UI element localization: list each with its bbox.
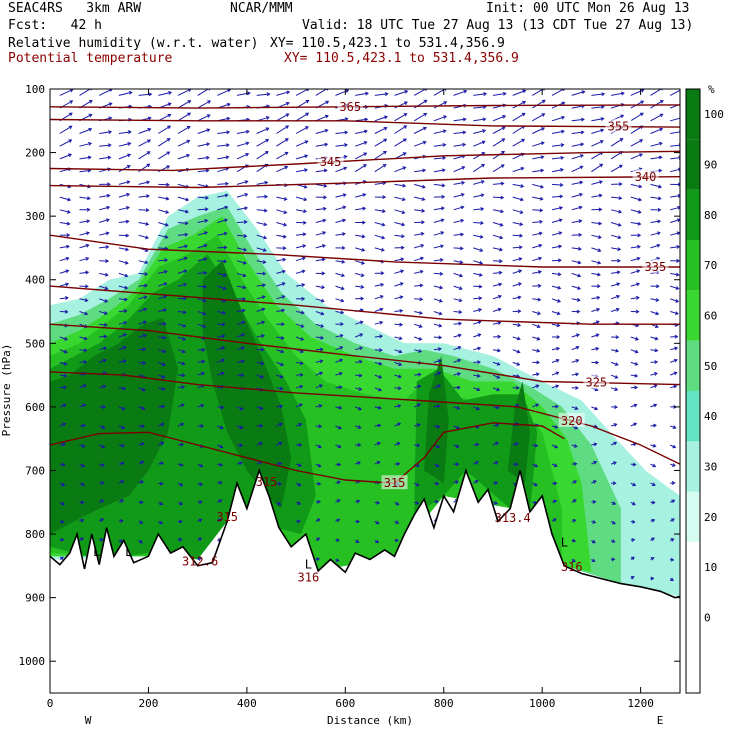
y-tick-label: 100 — [25, 83, 45, 96]
theta-sub-label: 313.4 — [495, 511, 531, 525]
theta-label-325: 325 — [585, 376, 607, 390]
colorbar-swatch — [686, 643, 700, 693]
low-marker: L — [561, 535, 568, 549]
y-tick-label: 500 — [25, 337, 45, 350]
x-tick-label: 400 — [237, 697, 257, 710]
x-tick-label: 200 — [139, 697, 159, 710]
x-tick-label: 1200 — [627, 697, 654, 710]
colorbar-swatch — [686, 89, 700, 139]
colorbar-label: 50 — [704, 360, 717, 373]
colorbar-swatch — [686, 542, 700, 592]
y-tick-label: 900 — [25, 592, 45, 605]
y-tick-label: 800 — [25, 528, 45, 541]
colorbar-swatch — [686, 592, 700, 642]
x-tick-label: 800 — [434, 697, 454, 710]
colorbar-label: 100 — [704, 108, 724, 121]
colorbar-swatch — [686, 391, 700, 441]
colorbar-label: 40 — [704, 410, 717, 423]
x-end-label-west: W — [85, 714, 92, 727]
colorbar-label: 0 — [704, 612, 711, 625]
theta-label-340: 340 — [635, 170, 657, 184]
theta-label-320: 320 — [561, 414, 583, 428]
colorbar-label: 30 — [704, 461, 717, 474]
theta-label-365: 365 — [339, 100, 361, 114]
low-marker: L — [125, 545, 132, 559]
x-tick-label: 1000 — [529, 697, 556, 710]
colorbar-swatch — [686, 139, 700, 189]
theta-sub-label: 316 — [298, 570, 320, 584]
y-axis-title: Pressure (hPa) — [0, 344, 13, 437]
low-marker: L — [93, 545, 100, 559]
colorbar: 0 10 20 30 40 50 60 70 80 90 100 — [686, 89, 724, 693]
colorbar-label: 90 — [704, 159, 717, 172]
x-tick-label: 600 — [335, 697, 355, 710]
theta-sub-label: 315 — [216, 510, 238, 524]
x-axis-title: Distance (km) — [327, 714, 413, 727]
theta-sub-label: 315 — [256, 475, 278, 489]
colorbar-swatch — [686, 190, 700, 240]
y-tick-label: 700 — [25, 464, 45, 477]
theta-sub-label: 312.6 — [182, 554, 218, 568]
theta-label-345: 345 — [320, 155, 342, 169]
y-tick-label: 600 — [25, 401, 45, 414]
y-tick-label: 400 — [25, 274, 45, 287]
y-tick-label: 300 — [25, 210, 45, 223]
theta-sub-label: 316 — [561, 560, 583, 574]
colorbar-label: 10 — [704, 561, 717, 574]
low-marker: L — [305, 558, 312, 572]
x-end-label-east: E — [657, 714, 664, 727]
y-tick-label: 1000 — [19, 655, 46, 668]
colorbar-label: 80 — [704, 209, 717, 222]
colorbar-swatch — [686, 441, 700, 491]
colorbar-swatch — [686, 341, 700, 391]
colorbar-label: 60 — [704, 310, 717, 323]
y-tick-label: 200 — [25, 147, 45, 160]
colorbar-swatch — [686, 492, 700, 542]
x-tick-label: 0 — [47, 697, 54, 710]
theta-label-355: 355 — [608, 120, 630, 134]
colorbar-label: 70 — [704, 259, 717, 272]
colorbar-swatch — [686, 240, 700, 290]
theta-label-315: 315 — [384, 476, 406, 490]
theta-label-335: 335 — [645, 260, 667, 274]
colorbar-unit: % — [708, 83, 715, 96]
colorbar-swatch — [686, 290, 700, 340]
colorbar-label: 20 — [704, 511, 717, 524]
